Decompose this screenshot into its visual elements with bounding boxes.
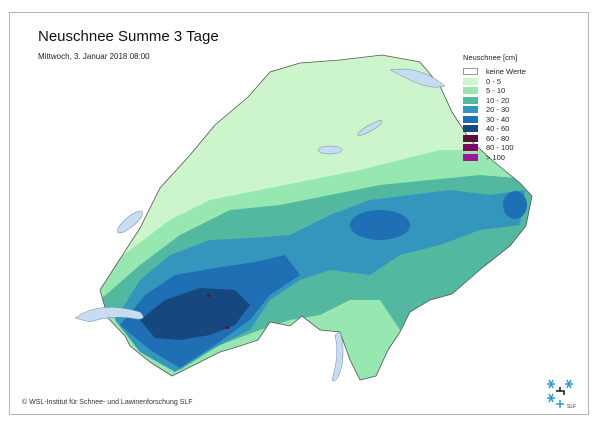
legend-item: 20 - 30	[463, 105, 526, 115]
legend-swatch	[463, 144, 478, 152]
legend-label: keine Werte	[486, 67, 526, 77]
legend-item: 0 - 5	[463, 77, 526, 87]
lake-constance	[389, 68, 446, 88]
legend-label: 60 - 80	[486, 133, 510, 143]
legend-item: 10 - 20	[463, 96, 526, 106]
zone-60-80	[207, 294, 210, 297]
legend-label: 80 - 100	[486, 143, 514, 153]
legend-swatch	[463, 77, 478, 85]
map-date: Mittwoch, 3. Januar 2018 08:00	[38, 52, 150, 61]
legend-label: > 100	[486, 152, 505, 162]
copyright: © WSL-Institut für Schnee- und Lawinenfo…	[22, 399, 193, 406]
legend-label: 40 - 60	[486, 124, 510, 134]
legend-title: Neuschnee [cm]	[463, 53, 518, 62]
legend-item: 80 - 100	[463, 143, 526, 153]
zone-30-40-northeast	[503, 191, 527, 219]
lake-zurich	[357, 120, 383, 136]
legend-label: 5 - 10	[486, 86, 506, 96]
lake-neuchatel	[117, 210, 143, 234]
legend-item: keine Werte	[463, 67, 526, 77]
lake-lucerne	[317, 145, 343, 155]
legend-label: 30 - 40	[486, 114, 510, 124]
legend-item: 60 - 80	[463, 134, 526, 144]
slf-snowflake-logo: SLF	[547, 379, 576, 410]
legend-swatch	[463, 106, 478, 114]
legend-item: > 100	[463, 153, 526, 163]
zone-40-60	[140, 288, 250, 340]
legend-label: 10 - 20	[486, 95, 510, 105]
legend-item: 40 - 60	[463, 124, 526, 134]
map-frame	[9, 12, 589, 415]
legend-label: 20 - 30	[486, 105, 510, 115]
lakes	[74, 68, 446, 382]
lake-geneva	[74, 307, 144, 323]
legend-swatch	[463, 87, 478, 95]
zone-60-80	[226, 326, 229, 329]
svg-text:SLF: SLF	[567, 404, 576, 410]
zone-30-40-east	[350, 210, 410, 240]
legend-swatch	[463, 96, 478, 104]
lake-maggiore	[331, 331, 344, 382]
legend-item: 30 - 40	[463, 115, 526, 125]
map-title: Neuschnee Summe 3 Tage	[38, 28, 219, 45]
legend-swatch	[463, 68, 478, 76]
legend-swatch	[463, 115, 478, 123]
map-legend: Neuschnee [cm] keine Werte 0 - 5 5 - 10 …	[463, 53, 526, 162]
legend-item: 5 - 10	[463, 86, 526, 96]
legend-label: 0 - 5	[486, 76, 502, 86]
legend-swatch	[463, 134, 478, 142]
legend-swatch	[463, 153, 478, 161]
legend-swatch	[463, 125, 478, 133]
